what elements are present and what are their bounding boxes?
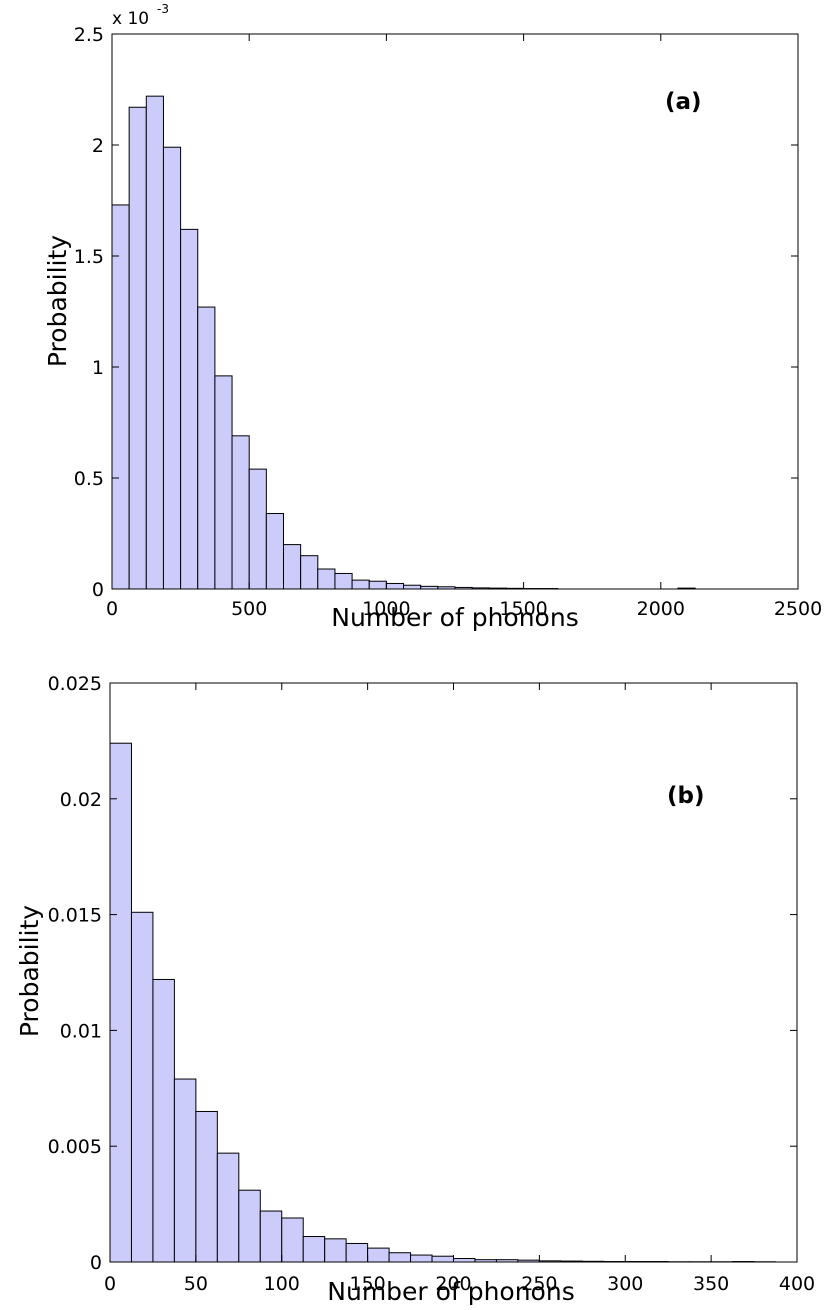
panel-a-bar xyxy=(128,106,147,590)
panel-a-x-tick-label: 0 xyxy=(106,598,118,620)
panel-a-bar xyxy=(111,204,130,590)
panel-a-x-tick-label: 1000 xyxy=(362,598,410,620)
panel-b-y-tick-label: 0.005 xyxy=(48,1136,102,1158)
panel-a-y-tick-label: 2 xyxy=(92,135,104,157)
panel-a-y-tick-label: 0.5 xyxy=(74,468,104,490)
panel-a-y-axis-label: Probability xyxy=(43,235,72,367)
panel-a-y-tick-label: 1.5 xyxy=(74,246,104,268)
panel-b-bar xyxy=(410,1254,433,1263)
panel-a-axes-frame xyxy=(111,33,799,590)
panel-b-y-tick-label: 0 xyxy=(90,1252,102,1274)
panel-a-x-tick-label: 2500 xyxy=(774,598,822,620)
panel-b-bar xyxy=(281,1217,304,1263)
panel-b-y-tick-label: 0.025 xyxy=(48,673,102,695)
panel-b-x-tick-label: 300 xyxy=(607,1273,643,1295)
panel-b-x-tick-label: 250 xyxy=(521,1273,557,1295)
panel-b-bar xyxy=(238,1189,261,1263)
panel-b-bar xyxy=(388,1252,412,1263)
panel-b-y-axis-label: Probability xyxy=(15,905,44,1037)
panel-a-tick-labels: 0 500 1000 1500 2000 2500 0 0.5 1 1.5 2 2.5 xyxy=(74,24,822,620)
panel-b-bar xyxy=(173,1078,197,1263)
panel-a-bar xyxy=(145,95,164,590)
panel-b-x-tick-label: 400 xyxy=(779,1273,815,1295)
panel-b-x-tick-label: 50 xyxy=(184,1273,208,1295)
panel-b-bar xyxy=(431,1255,454,1263)
panel-a-bar xyxy=(283,544,302,590)
panel-b-x-tick-label: 150 xyxy=(349,1273,385,1295)
panel-a-y-tick-label: 0 xyxy=(92,579,104,601)
panel-a-bar xyxy=(180,228,199,590)
panel-b-bar xyxy=(367,1247,390,1263)
panel-a-bar xyxy=(385,582,405,590)
panel-a-bar xyxy=(368,580,387,590)
panel-b-bar xyxy=(302,1236,326,1263)
panel-a-histogram: 0 500 1000 1500 2000 2500 0 0.5 1 1.5 2 2.5 Number … xyxy=(43,2,822,632)
panel-a-bar xyxy=(248,468,267,590)
panel-a-bar xyxy=(162,146,182,590)
panel-a-bar xyxy=(265,513,285,590)
panel-b-y-tick-label: 0.015 xyxy=(48,905,102,927)
panel-b-bars xyxy=(109,742,777,1263)
panel-b-bar xyxy=(259,1210,283,1263)
panel-b-bar xyxy=(109,742,132,1263)
panel-b-bar xyxy=(152,978,175,1263)
panel-b-histogram: 0 50 100 150 200 250 300 350 400 0 0.005 0.01 0.015 0… xyxy=(15,673,815,1306)
panel-b-bar xyxy=(216,1152,240,1263)
panel-b-x-tick-label: 0 xyxy=(104,1273,116,1295)
panel-b-bar xyxy=(195,1110,218,1263)
panel-b-bar xyxy=(345,1242,369,1263)
panel-a-x-tick-label: 1500 xyxy=(499,598,547,620)
panel-b-x-tick-label: 100 xyxy=(264,1273,300,1295)
panel-a-bar xyxy=(334,572,353,590)
panel-a-bar xyxy=(197,306,216,590)
panel-b-x-tick-label: 350 xyxy=(693,1273,729,1295)
panel-a-bar xyxy=(214,375,233,590)
panel-a-y-tick-label: 2.5 xyxy=(74,24,104,46)
panel-a-x-tick-label: 2000 xyxy=(637,598,685,620)
panel-a-bar xyxy=(231,435,250,590)
panel-b-bar xyxy=(453,1258,476,1263)
panel-a-bar xyxy=(351,579,370,590)
panel-a-bar xyxy=(317,568,336,590)
panel-b-axes-frame xyxy=(109,682,798,1263)
panel-b-tick-labels: 0 50 100 150 200 250 300 350 400 0 0.005 0.01 0.015 0… xyxy=(48,673,816,1295)
panel-a-label: (a) xyxy=(665,89,702,115)
panel-b-bar xyxy=(130,911,154,1263)
panel-a-bar xyxy=(300,555,319,590)
panel-b-x-tick-label: 200 xyxy=(435,1273,471,1295)
panel-a-x-axis-label: Number of phonons xyxy=(331,603,578,632)
panel-a-scale-multiplier: x 10 xyxy=(112,9,149,29)
panel-b-bar xyxy=(324,1238,347,1263)
panel-a-scale-exponent: -3 xyxy=(157,2,169,16)
panel-b-y-tick-label: 0.02 xyxy=(60,789,102,811)
panel-b-label: (b) xyxy=(667,783,705,809)
panel-b-y-tick-label: 0.01 xyxy=(60,1020,102,1042)
panel-a-y-tick-label: 1 xyxy=(92,357,104,379)
panel-a-bars xyxy=(111,95,696,590)
panel-a-x-tick-label: 500 xyxy=(231,598,267,620)
panel-a-bar xyxy=(403,584,422,590)
panel-b-x-axis-label: Number of phonons xyxy=(327,1277,574,1306)
